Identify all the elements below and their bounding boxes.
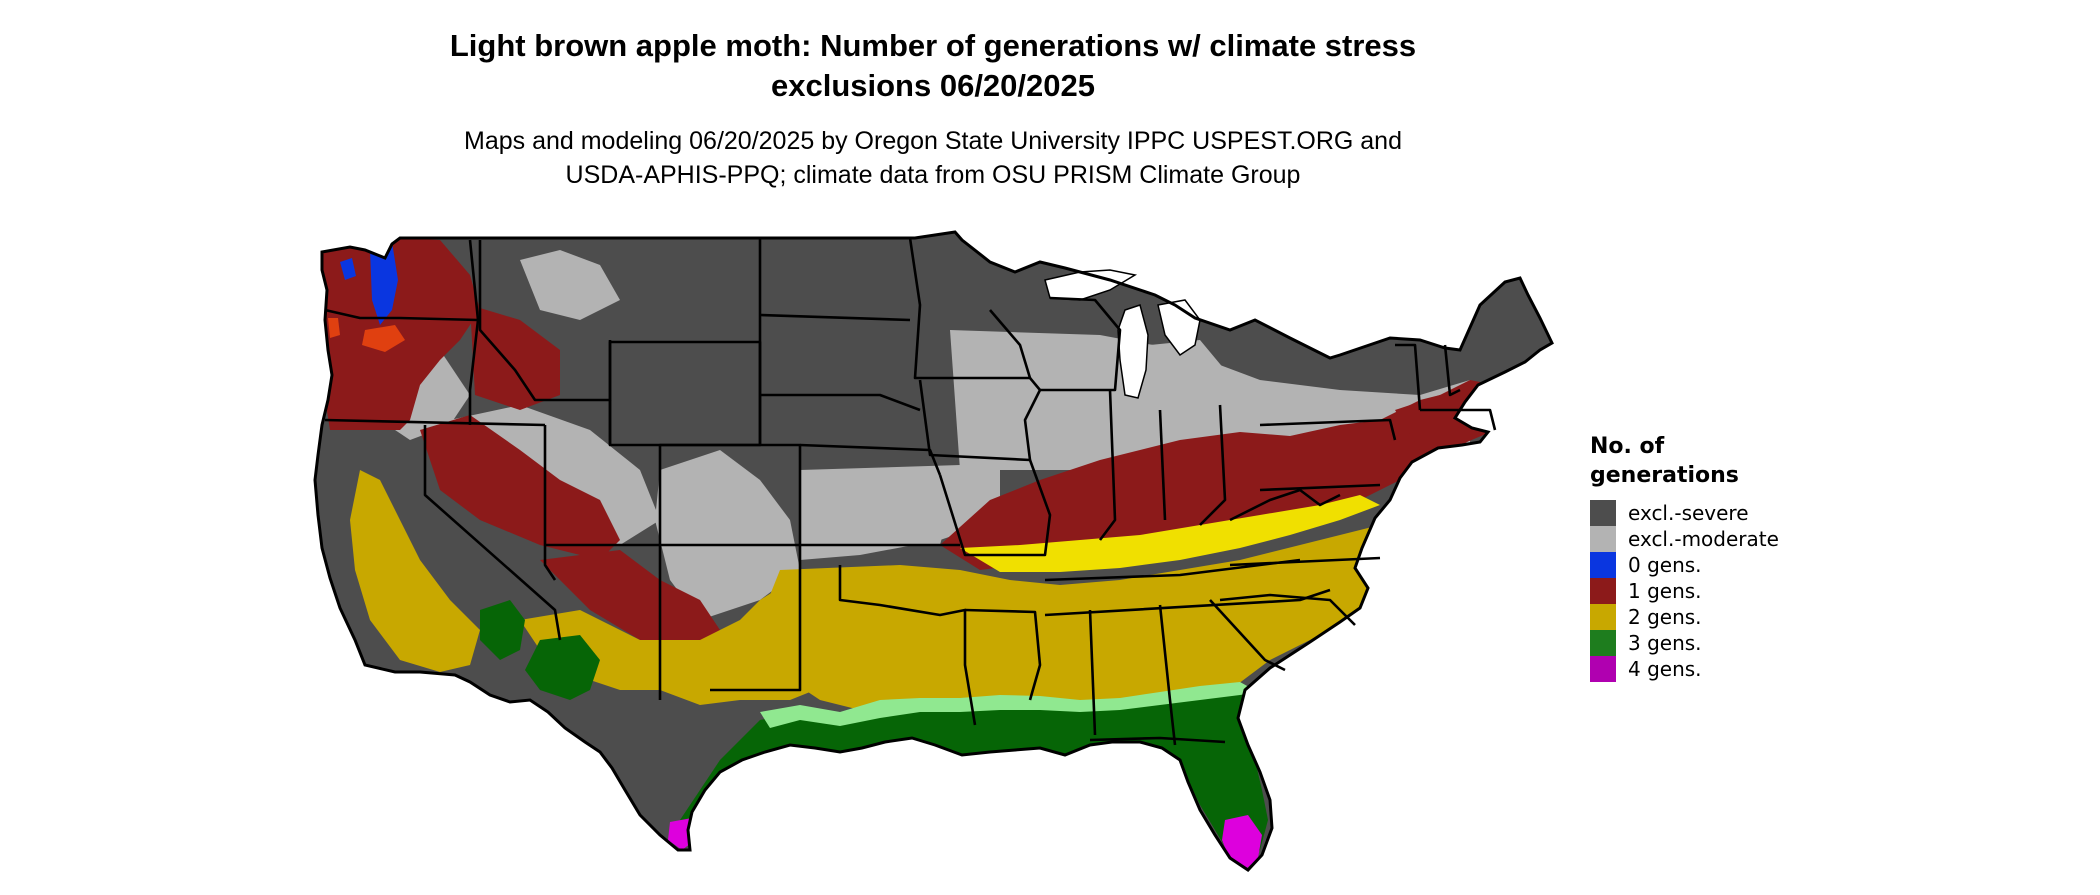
border-nv-ut xyxy=(543,425,557,581)
legend-swatch xyxy=(1590,526,1616,552)
legend-item: 0 gens. xyxy=(1590,552,1779,578)
legend: No. of generations excl.-severe excl.-mod… xyxy=(1590,432,1779,682)
legend-label: 1 gens. xyxy=(1628,579,1702,603)
zone-moderate-rockies xyxy=(655,450,800,620)
border-al-ga xyxy=(1158,604,1177,746)
legend-swatch xyxy=(1590,552,1616,578)
map-title-line-2: exclusions 06/20/2025 xyxy=(770,68,1095,103)
legend-swatch xyxy=(1590,630,1616,656)
border-id-or-wa xyxy=(468,239,480,425)
border-or-ca xyxy=(324,418,546,427)
border-new-england xyxy=(1420,408,1497,431)
legend-swatch xyxy=(1590,604,1616,630)
zone-one-gen-idaho xyxy=(470,305,560,410)
border-iowa-mo xyxy=(918,377,1042,462)
border-ky-tn xyxy=(1044,558,1301,582)
zone-two-gen-california xyxy=(350,470,480,672)
border-va-wv xyxy=(1229,488,1341,522)
border-oh-pa xyxy=(1199,404,1227,526)
border-minnesota xyxy=(908,237,1032,380)
legend-label: 0 gens. xyxy=(1628,553,1702,577)
border-ok-tx xyxy=(838,565,977,726)
map-subtitle-line-1: Maps and modeling 06/20/2025 by Oregon S… xyxy=(464,127,1402,155)
state-borders xyxy=(324,237,1497,746)
border-pa-ny xyxy=(1259,418,1397,441)
map-subtitle-line-2: USDA-APHIS-PPQ; climate data from OSU PR… xyxy=(565,161,1301,189)
legend-item: 1 gens. xyxy=(1590,578,1779,604)
legend-item: excl.-moderate xyxy=(1590,526,1779,552)
legend-label: 4 gens. xyxy=(1628,657,1702,681)
zone-moderate-north xyxy=(800,330,1470,545)
zone-moderate-west-b xyxy=(520,250,620,320)
zone-one-gen-great-basin xyxy=(420,415,620,560)
border-sd-ne xyxy=(760,393,921,412)
legend-label: excl.-severe xyxy=(1628,501,1749,525)
zone-one-gen-southwest xyxy=(540,550,720,650)
border-ny-vt xyxy=(1395,343,1422,411)
legend-item: excl.-severe xyxy=(1590,500,1779,526)
zone-zero-gen-cascades xyxy=(370,242,398,325)
zone-four-gen-south-florida xyxy=(1222,815,1262,870)
zone-one-gen-midwest-east xyxy=(940,390,1470,570)
zone-three-gen-california xyxy=(480,600,525,660)
border-va-nc xyxy=(1229,556,1381,567)
border-in-oh xyxy=(1158,409,1167,521)
zone-zero-gen-olympics xyxy=(340,258,356,280)
legend-items: excl.-severe excl.-moderate 0 gens. 1 gens.… xyxy=(1590,500,1779,682)
border-nm-tx xyxy=(710,545,802,692)
border-nh-me xyxy=(1443,344,1461,397)
zone-orange-patch-coast xyxy=(328,318,340,338)
legend-title-line-1: No. of xyxy=(1590,434,1665,459)
border-ar-la xyxy=(964,608,1042,701)
border-nd-sd xyxy=(759,313,911,322)
border-nc-sc xyxy=(1219,593,1356,626)
border-ga-sc xyxy=(1209,599,1286,672)
legend-swatch xyxy=(1590,500,1616,526)
map-title-line-1: Light brown apple moth: Number of genera… xyxy=(449,28,1417,63)
zone-three-gen-light-band xyxy=(760,682,1258,728)
zone-two-gen-yellow-band xyxy=(960,495,1380,572)
legend-swatch xyxy=(1590,578,1616,604)
zone-three-gen-gulf xyxy=(680,690,1268,868)
legend-title-line-2: generations xyxy=(1590,463,1739,488)
border-ga-fl xyxy=(1089,736,1226,744)
map-title: Light brown apple moth: Number of genera… xyxy=(0,26,1866,106)
border-mo-ar xyxy=(938,459,1052,557)
zone-orange-patch-puget xyxy=(362,325,405,352)
zone-two-gen-texas-south xyxy=(760,525,1400,710)
border-tn-ms-al xyxy=(1044,588,1331,617)
legend-label: 2 gens. xyxy=(1628,605,1702,629)
legend-label: excl.-moderate xyxy=(1628,527,1779,551)
legend-item: 2 gens. xyxy=(1590,604,1779,630)
legend-item: 3 gens. xyxy=(1590,630,1779,656)
zone-moderate-michigan xyxy=(1145,340,1230,425)
legend-item: 4 gens. xyxy=(1590,656,1779,682)
border-ms-al xyxy=(1088,609,1097,736)
legend-label: 3 gens. xyxy=(1628,631,1702,655)
legend-title: No. of generations xyxy=(1590,432,1779,490)
generation-zones xyxy=(322,238,1495,870)
border-ca-nv xyxy=(423,425,562,641)
border-wa-or xyxy=(324,308,479,322)
border-il-in xyxy=(1098,389,1117,541)
border-wi-il xyxy=(1040,296,1122,392)
border-pa-md xyxy=(1259,483,1381,492)
legend-swatch xyxy=(1590,656,1616,682)
zone-three-gen-arizona xyxy=(525,635,600,700)
map-subtitle: Maps and modeling 06/20/2025 by Oregon S… xyxy=(0,124,1866,192)
us-generations-map xyxy=(313,230,1554,872)
